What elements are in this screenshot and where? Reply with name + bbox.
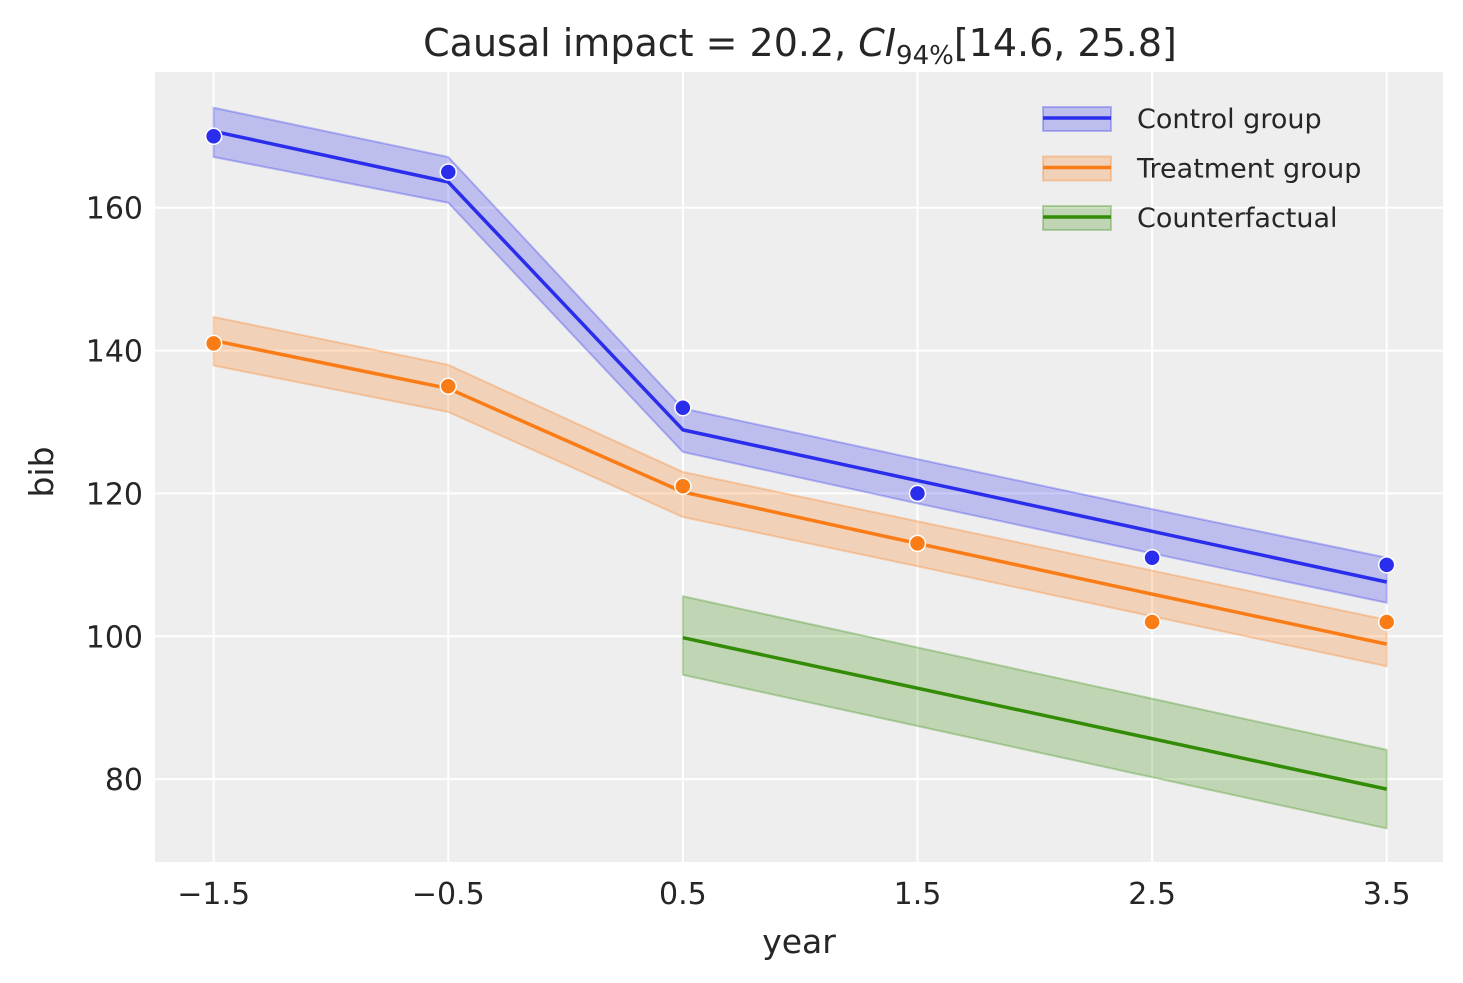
x-tick-label: 0.5 xyxy=(659,877,707,912)
legend-label: Counterfactual xyxy=(1137,203,1338,234)
x-axis-label: year xyxy=(762,922,836,961)
treatment-group-observed-point xyxy=(439,377,458,396)
y-tick-label: 140 xyxy=(86,335,143,370)
grid-lines xyxy=(155,72,1443,862)
y-tick-label: 160 xyxy=(86,192,143,227)
y-axis-label: bib xyxy=(22,446,61,497)
treatment-group-observed-point xyxy=(204,334,223,353)
treatment-group-credible-band xyxy=(212,315,1388,668)
title-suffix: [14.6, 25.8] xyxy=(954,21,1177,65)
legend-item-treatment-group: Treatment group xyxy=(1042,154,1361,185)
title-ci-subscript: 94% xyxy=(896,41,954,71)
y-tick-label: 100 xyxy=(86,620,143,655)
control-group-observed-point xyxy=(908,484,927,503)
control-group-fitted-line xyxy=(213,129,1388,584)
legend-label: Control group xyxy=(1137,104,1322,135)
plot-background xyxy=(155,72,1443,862)
x-tick-label: 3.5 xyxy=(1363,877,1411,912)
treatment-group-observed-point xyxy=(674,477,692,496)
control-group-observed-point xyxy=(204,127,223,146)
x-tick-label: 2.5 xyxy=(1128,877,1176,912)
treatment-group-observed-point xyxy=(1143,613,1161,631)
treatment-group-fitted-line xyxy=(213,338,1388,646)
title-ci-symbol: CI xyxy=(858,21,896,65)
control-group-observed-point xyxy=(674,398,692,417)
treatment-group-observed-point xyxy=(908,534,927,553)
treatment-group-observed-point xyxy=(1377,613,1396,631)
control-group-observed-point xyxy=(439,163,458,181)
y-tick-label: 120 xyxy=(86,477,143,512)
x-tick-label: 1.5 xyxy=(894,877,942,912)
y-tick-labels: 80 100 120 140 160 xyxy=(86,192,143,798)
x-tick-labels: −1.5 −0.5 0.5 1.5 2.5 3.5 xyxy=(177,877,1410,912)
control-group-observed-point xyxy=(1377,556,1396,574)
chart-title: Causal impact = 20.2, CI94%[14.6, 25.8] xyxy=(423,21,1177,71)
legend-item-counterfactual: Counterfactual xyxy=(1042,203,1338,234)
x-tick-label: −1.5 xyxy=(177,877,250,912)
control-group-observed-point xyxy=(1143,548,1161,567)
y-tick-label: 80 xyxy=(105,763,143,798)
title-prefix: Causal impact = 20.2, xyxy=(423,21,858,65)
counterfactual-fitted-line xyxy=(682,636,1388,791)
legend: Control group Treatment group Counterfactu… xyxy=(1042,104,1361,234)
fitted-lines xyxy=(213,129,1388,791)
x-tick-label: −0.5 xyxy=(412,877,485,912)
legend-label: Treatment group xyxy=(1136,154,1361,185)
legend-item-control-group: Control group xyxy=(1042,104,1322,135)
observed-points xyxy=(204,127,1396,631)
